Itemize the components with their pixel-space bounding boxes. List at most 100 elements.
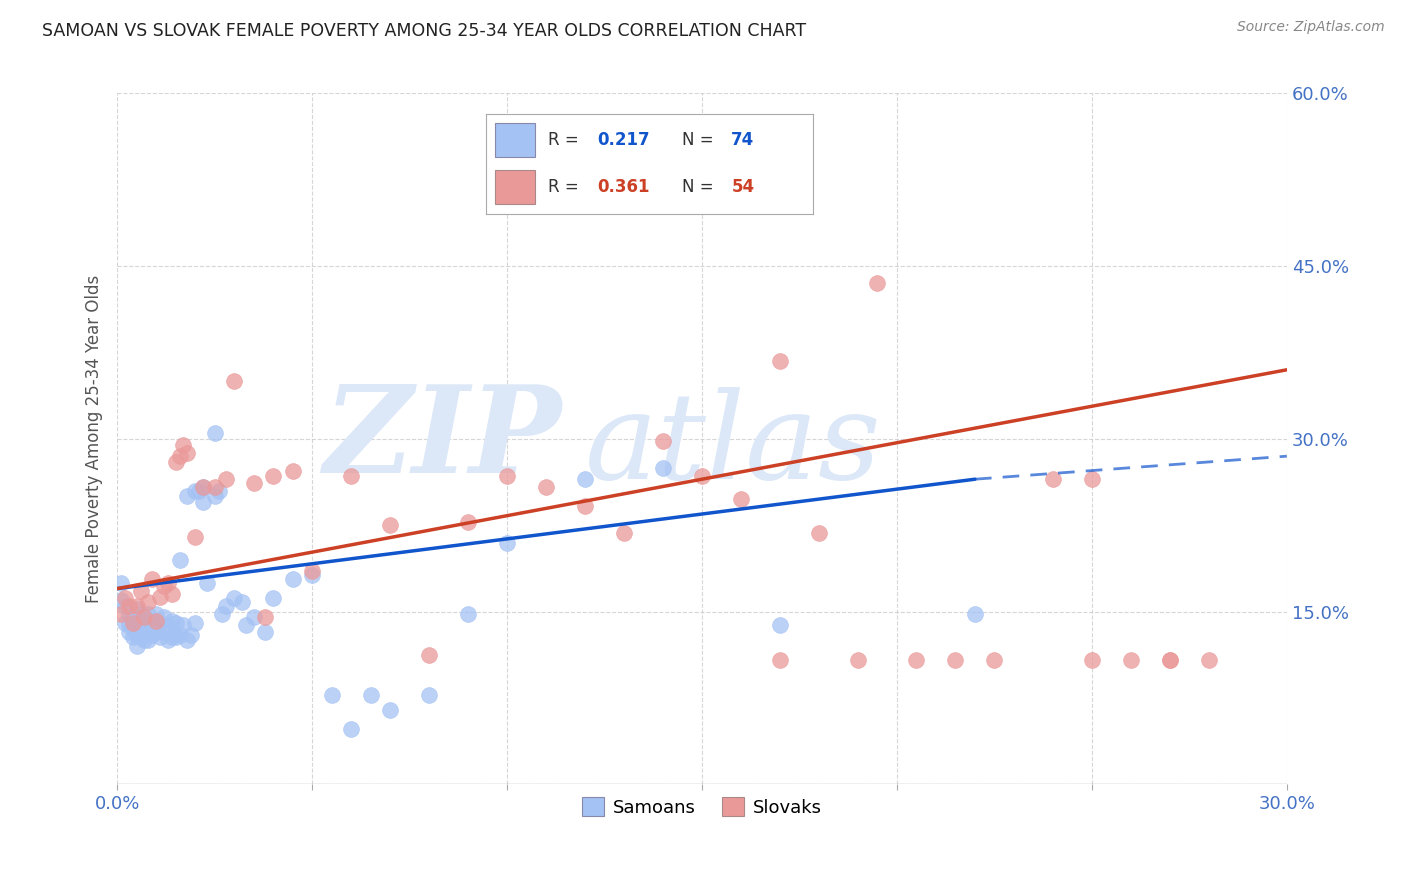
- Point: [457, 515, 479, 529]
- Point: [134, 633, 156, 648]
- Point: [262, 468, 284, 483]
- Point: [613, 526, 636, 541]
- Point: [191, 495, 214, 509]
- Point: [165, 630, 187, 644]
- Point: [184, 483, 207, 498]
- Point: [281, 464, 304, 478]
- Point: [321, 688, 343, 702]
- Point: [1159, 653, 1181, 667]
- Point: [110, 575, 132, 590]
- Point: [118, 625, 141, 640]
- Point: [138, 607, 160, 621]
- Point: [418, 648, 440, 663]
- Point: [176, 633, 198, 648]
- Point: [118, 607, 141, 621]
- Point: [141, 628, 163, 642]
- Point: [195, 575, 218, 590]
- Point: [134, 614, 156, 628]
- Point: [846, 653, 869, 667]
- Point: [242, 475, 264, 490]
- Point: [149, 630, 172, 644]
- Point: [145, 614, 167, 628]
- Text: atlas: atlas: [585, 387, 882, 505]
- Point: [110, 593, 132, 607]
- Point: [153, 610, 176, 624]
- Point: [184, 530, 207, 544]
- Point: [418, 688, 440, 702]
- Text: Source: ZipAtlas.com: Source: ZipAtlas.com: [1237, 20, 1385, 34]
- Point: [945, 653, 967, 667]
- Point: [160, 614, 183, 628]
- Point: [360, 688, 382, 702]
- Point: [134, 610, 156, 624]
- Point: [125, 614, 148, 628]
- Point: [769, 353, 792, 368]
- Point: [145, 614, 167, 628]
- Point: [129, 583, 152, 598]
- Point: [121, 610, 143, 624]
- Point: [301, 567, 323, 582]
- Point: [138, 595, 160, 609]
- Point: [1081, 653, 1104, 667]
- Point: [574, 472, 596, 486]
- Point: [129, 630, 152, 644]
- Point: [235, 618, 257, 632]
- Point: [1081, 472, 1104, 486]
- Point: [224, 374, 246, 388]
- Point: [340, 468, 363, 483]
- Point: [652, 460, 675, 475]
- Point: [156, 618, 179, 632]
- Text: SAMOAN VS SLOVAK FEMALE POVERTY AMONG 25-34 YEAR OLDS CORRELATION CHART: SAMOAN VS SLOVAK FEMALE POVERTY AMONG 25…: [42, 22, 806, 40]
- Point: [378, 518, 401, 533]
- Point: [204, 480, 226, 494]
- Point: [165, 455, 187, 469]
- Point: [169, 628, 191, 642]
- Point: [340, 722, 363, 736]
- Point: [165, 616, 187, 631]
- Point: [118, 599, 141, 613]
- Point: [114, 591, 136, 605]
- Point: [191, 480, 214, 494]
- Point: [574, 499, 596, 513]
- Point: [204, 490, 226, 504]
- Point: [141, 616, 163, 631]
- Point: [730, 491, 752, 506]
- Point: [125, 639, 148, 653]
- Point: [211, 607, 233, 621]
- Point: [281, 573, 304, 587]
- Point: [215, 472, 238, 486]
- Point: [153, 625, 176, 640]
- Point: [125, 599, 148, 613]
- Point: [496, 468, 519, 483]
- Point: [121, 616, 143, 631]
- Point: [153, 579, 176, 593]
- Point: [231, 595, 253, 609]
- Point: [180, 628, 202, 642]
- Point: [652, 434, 675, 449]
- Point: [690, 468, 713, 483]
- Point: [145, 607, 167, 621]
- Point: [169, 553, 191, 567]
- Point: [114, 616, 136, 631]
- Point: [207, 483, 229, 498]
- Point: [301, 565, 323, 579]
- Point: [254, 610, 277, 624]
- Point: [534, 480, 557, 494]
- Point: [496, 535, 519, 549]
- Point: [160, 630, 183, 644]
- Point: [172, 437, 194, 451]
- Point: [963, 607, 986, 621]
- Point: [1198, 653, 1220, 667]
- Point: [149, 616, 172, 631]
- Point: [172, 618, 194, 632]
- Point: [262, 591, 284, 605]
- Point: [138, 633, 160, 648]
- Point: [191, 480, 214, 494]
- Point: [169, 449, 191, 463]
- Point: [141, 573, 163, 587]
- Point: [807, 526, 830, 541]
- Point: [176, 446, 198, 460]
- Legend: Samoans, Slovaks: Samoans, Slovaks: [575, 790, 830, 824]
- Point: [145, 625, 167, 640]
- Point: [188, 483, 211, 498]
